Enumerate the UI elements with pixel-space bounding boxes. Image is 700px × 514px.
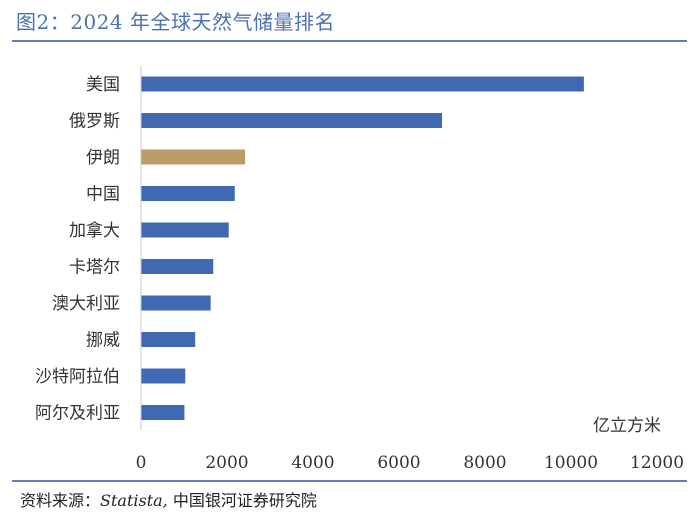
bar-6 [141, 259, 214, 274]
bar-8 [141, 332, 196, 347]
bars [141, 76, 584, 420]
source-suffix: 中国银河证券研究院 [167, 491, 317, 510]
category-label: 卡塔尔 [69, 258, 120, 278]
category-label: 阿尔及利亚 [35, 404, 120, 424]
bar-9 [141, 368, 186, 384]
bar-10 [141, 405, 185, 420]
x-tick-label: 12000 [630, 453, 684, 473]
bar-5 [141, 222, 229, 238]
category-label: 俄罗斯 [69, 112, 120, 132]
category-label: 美国 [86, 75, 120, 95]
source-note: 资料来源：Statista, 中国银河证券研究院 [20, 487, 317, 511]
category-label: 澳大利亚 [52, 294, 120, 314]
source-rule [12, 480, 687, 482]
unit-label: 亿立方米 [593, 416, 661, 436]
category-label: 伊朗 [86, 148, 120, 168]
bar-7 [141, 295, 211, 311]
bar-2 [141, 113, 442, 128]
x-tick-label: 8000 [463, 453, 506, 473]
bar-3 [141, 149, 246, 165]
category-label: 中国 [86, 185, 120, 205]
x-tick-label: 0 [136, 453, 147, 473]
bar-1 [141, 76, 584, 92]
x-tick-label: 10000 [544, 453, 598, 473]
title-rule [12, 40, 687, 42]
bar-4 [141, 186, 235, 201]
x-tick-labels: 0 2000 4000 6000 8000 10000 12000 [136, 453, 684, 473]
x-tick-label: 6000 [377, 453, 420, 473]
x-tick-label: 4000 [291, 453, 334, 473]
source-italic: Statista, [100, 491, 168, 510]
source-prefix: 资料来源： [20, 491, 101, 510]
category-label: 挪威 [86, 331, 120, 351]
category-label: 加拿大 [69, 220, 120, 241]
x-tick-label: 2000 [205, 453, 248, 473]
figure-title: 图2：2024 年全球天然气储量排名 [16, 10, 335, 34]
category-label: 沙特阿拉伯 [35, 367, 120, 387]
